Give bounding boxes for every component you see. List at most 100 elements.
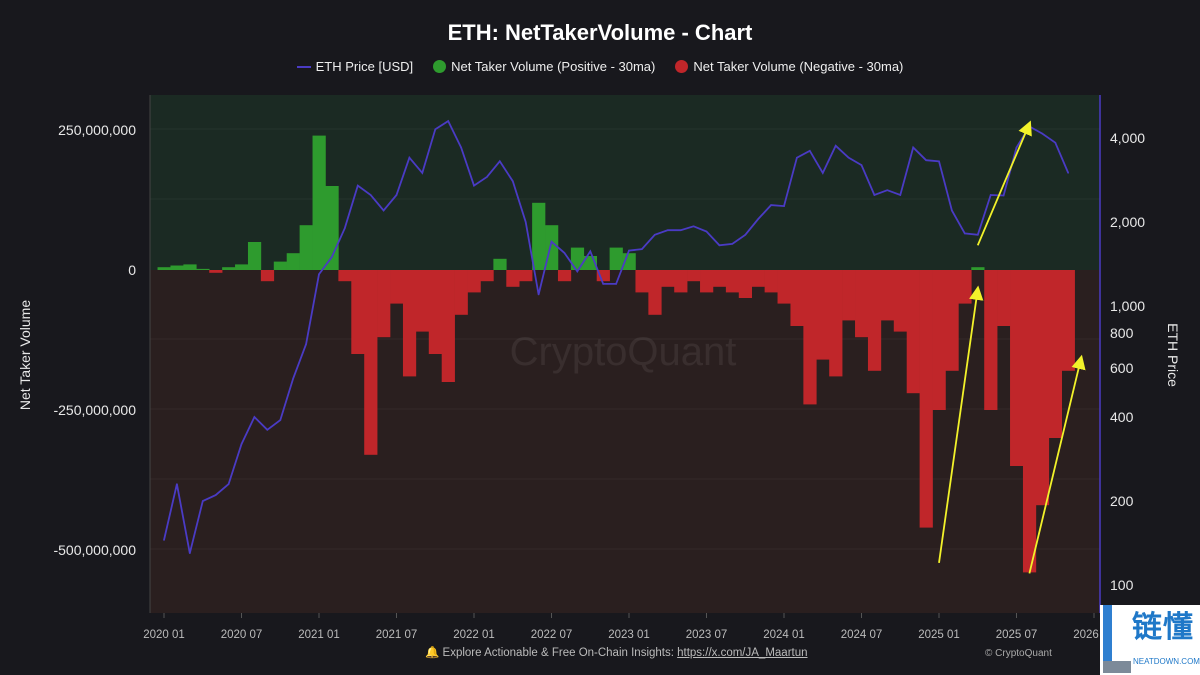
eth-price-point (834, 145, 837, 147)
x-tick-label: 2025 01 (918, 629, 960, 641)
eth-price-point (615, 283, 617, 285)
right-tick-label: 100 (1110, 577, 1134, 593)
line-swatch-icon (296, 65, 311, 68)
positive-volume-bar (971, 267, 985, 270)
eth-price-point (189, 552, 191, 555)
right-tick-label: 200 (1110, 493, 1134, 509)
eth-price-point (976, 233, 979, 236)
left-tick-label: -250,000,000 (53, 402, 136, 418)
eth-price-point (783, 205, 785, 207)
positive-volume-bar (247, 242, 262, 270)
eth-price-point (757, 218, 759, 220)
negative-volume-bar (1035, 270, 1050, 506)
positive-volume-bar (299, 225, 313, 270)
negative-volume-bar (557, 270, 572, 282)
negative-volume-bar (777, 270, 791, 304)
negative-volume-bar (415, 270, 430, 332)
x-tick-label: 2024 07 (841, 629, 883, 641)
eth-price-point (796, 156, 798, 159)
negative-volume-bar (829, 270, 843, 377)
right-tick-label: 4,000 (1110, 130, 1145, 146)
eth-price-point (873, 194, 876, 196)
eth-price-point (679, 229, 682, 231)
eth-price-point (460, 146, 462, 149)
positive-volume-bar (545, 225, 559, 270)
eth-price-point (382, 209, 385, 212)
negative-volume-bar (867, 270, 882, 371)
legend-label: Net Taker Volume (Negative - 30ma) (693, 59, 904, 74)
negative-volume-bar (260, 270, 275, 282)
legend-item-positive[interactable]: Net Taker Volume (Positive - 30ma) (433, 59, 655, 74)
negative-volume-bar (1010, 270, 1024, 466)
eth-price-point (473, 184, 475, 187)
x-tick-label: 2021 01 (298, 629, 340, 641)
eth-price-point (886, 189, 889, 192)
eth-price-point (305, 343, 307, 345)
eth-price-point (240, 443, 243, 445)
negative-volume-bar (997, 270, 1011, 326)
negative-volume-bar (893, 270, 908, 332)
eth-price-point (912, 146, 914, 149)
positive-volume-bar (222, 267, 236, 270)
legend-label: Net Taker Volume (Positive - 30ma) (451, 59, 656, 74)
footer: 🔔 Explore Actionable & Free On-Chain Ins… (425, 646, 808, 660)
negative-volume-bar (661, 270, 675, 287)
eth-price-point (1041, 132, 1044, 135)
negative-volume-bar (454, 270, 468, 315)
eth-price-point (176, 483, 178, 485)
eth-price-point (253, 416, 256, 418)
negative-volume-bar (441, 270, 455, 382)
legend-item-price[interactable]: ETH Price [USD] (296, 59, 413, 74)
negative-volume-bar (596, 270, 610, 282)
eth-price-point (744, 233, 747, 236)
eth-price-point (524, 221, 527, 223)
eth-price-point (201, 500, 204, 502)
negative-volume-bar (351, 270, 365, 354)
positive-volume-bar (609, 247, 623, 270)
negative-volume-bar (984, 270, 998, 410)
negative-volume-bar (842, 270, 856, 321)
eth-price-point (499, 160, 501, 163)
x-tick-label: 2020 01 (143, 629, 185, 641)
dot-swatch-icon (433, 60, 447, 73)
negative-volume-bar (790, 270, 804, 326)
eth-price-point (964, 232, 966, 235)
footer-link[interactable]: https://x.com/JA_Maartun (677, 647, 808, 659)
negative-volume-bar (855, 270, 869, 338)
right-tick-label: 800 (1110, 325, 1134, 341)
negative-volume-bar (377, 270, 391, 338)
eth-price-point (628, 249, 630, 252)
logo-text: 链懂 (1132, 611, 1194, 644)
positive-volume-bar (312, 135, 326, 270)
eth-price-point (434, 128, 437, 131)
eth-price-point (214, 494, 217, 496)
negative-volume-bar (1048, 270, 1063, 438)
eth-price-point (331, 256, 333, 258)
positive-region (150, 95, 1100, 270)
eth-price-point (847, 156, 850, 159)
negative-volume-bar (209, 270, 223, 273)
eth-price-point (666, 229, 669, 231)
eth-price-point (860, 164, 863, 166)
positive-volume-bar (570, 247, 585, 270)
positive-volume-bar (532, 202, 546, 270)
eth-price-point (486, 176, 488, 178)
eth-price-point (576, 270, 579, 273)
eth-price-point (951, 209, 953, 212)
eth-price-point (292, 377, 294, 380)
negative-volume-bar (480, 270, 494, 282)
right-tick-label: 400 (1110, 409, 1134, 425)
negative-volume-bar (945, 270, 959, 371)
eth-price-point (718, 244, 721, 247)
eth-price-point (1015, 146, 1018, 149)
negative-volume-bar (648, 270, 662, 315)
legend-item-negative[interactable]: Net Taker Volume (Negative - 30ma) (675, 59, 903, 74)
eth-price-point (770, 204, 772, 206)
eth-price-point (408, 156, 411, 159)
eth-price-point (227, 483, 230, 485)
negative-volume-bar (364, 270, 378, 455)
logo-subtext: NEATDOWN.COM (1133, 657, 1200, 666)
eth-price-point (266, 428, 269, 431)
negative-volume-bar (725, 270, 740, 293)
eth-price-point (705, 230, 708, 233)
